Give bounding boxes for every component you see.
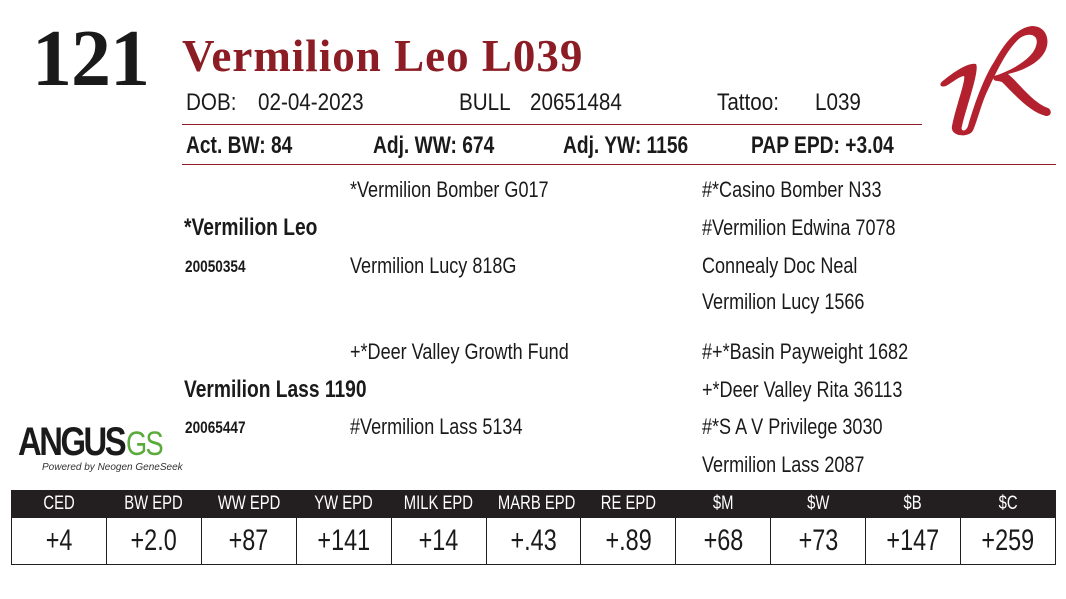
sire-name: *Vermilion Leo [184,214,318,241]
adjusted-yearling-weight: Adj. YW: 1156 [563,132,689,159]
sire-dam-sire: Connealy Doc Neal [702,253,858,278]
animal-name: Vermilion Leo L039 [182,31,584,81]
epd-header: CED [11,490,107,518]
epd-header: WW EPD [200,490,297,518]
dam-sire-dam: +*Deer Valley Rita 36113 [702,377,903,402]
epd-value-row: +4 +2.0 +87 +141 +14 +.43 +.89 +68 +73 +… [11,517,1056,565]
dam-registration: 20065447 [185,418,246,437]
epd-value: +.89 [580,517,677,565]
sire-sire-dam: #Vermilion Edwina 7078 [702,215,896,240]
gs-wordmark: GS [126,425,164,463]
epd-value: +68 [675,517,772,565]
epd-value: +141 [295,517,392,565]
epd-header: BW EPD [105,490,202,518]
angus-wordmark: ANGUS [18,420,127,464]
registration-number: 20651484 [530,89,622,116]
epd-value: +87 [200,517,297,565]
epd-value: +2.0 [105,517,202,565]
epd-header: MARB EPD [485,490,582,518]
dam-dam-dam: Vermilion Lass 2087 [702,452,865,477]
actual-birth-weight: Act. BW: 84 [186,132,293,159]
performance-divider [182,164,1056,165]
dam-sire-sire: #+*Basin Payweight 1682 [702,339,909,364]
epd-header: $W [770,490,867,518]
epd-value: +14 [390,517,487,565]
epd-value: +259 [960,517,1056,565]
dam-name: Vermilion Lass 1190 [184,376,367,403]
dob-value: 02-04-2023 [258,89,364,116]
adjusted-weaning-weight: Adj. WW: 674 [373,132,495,159]
epd-header: $M [675,490,772,518]
sire-dam: Vermilion Lucy 818G [350,253,517,278]
epd-table: CED BW EPD WW EPD YW EPD MILK EPD MARB E… [11,490,1056,565]
epd-header: $C [960,490,1056,518]
vr-brand-logo [940,26,1051,136]
tattoo-label: Tattoo: [717,89,779,116]
lot-number: 121 [32,15,150,103]
epd-header: YW EPD [295,490,392,518]
dob-label: DOB: [186,89,237,116]
info-divider [182,124,922,125]
epd-header: MILK EPD [390,490,487,518]
epd-value: +4 [11,517,107,565]
sire-registration: 20050354 [185,257,246,276]
sex-label: BULL [459,89,511,116]
tattoo-value: L039 [815,89,861,116]
powered-by-text: Powered by Neogen GeneSeek [42,462,183,473]
brand-mark-icon [940,26,1051,136]
pap-epd: PAP EPD: +3.04 [751,132,894,159]
sire-sire: *Vermilion Bomber G017 [350,177,549,202]
epd-header-row: CED BW EPD WW EPD YW EPD MILK EPD MARB E… [11,490,1056,518]
epd-value: +73 [770,517,867,565]
epd-value: +.43 [485,517,582,565]
sire-dam-dam: Vermilion Lucy 1566 [702,289,865,314]
epd-value: +147 [865,517,962,565]
epd-header: $B [865,490,962,518]
dam-dam: #Vermilion Lass 5134 [350,414,523,439]
epd-header: RE EPD [580,490,677,518]
sire-sire-sire: #*Casino Bomber N33 [702,177,882,202]
dam-sire: +*Deer Valley Growth Fund [350,339,569,364]
dam-dam-sire: #*S A V Privilege 3030 [702,414,883,439]
angus-genomics-logo: ANGUS GS Powered by Neogen GeneSeek [18,420,183,480]
